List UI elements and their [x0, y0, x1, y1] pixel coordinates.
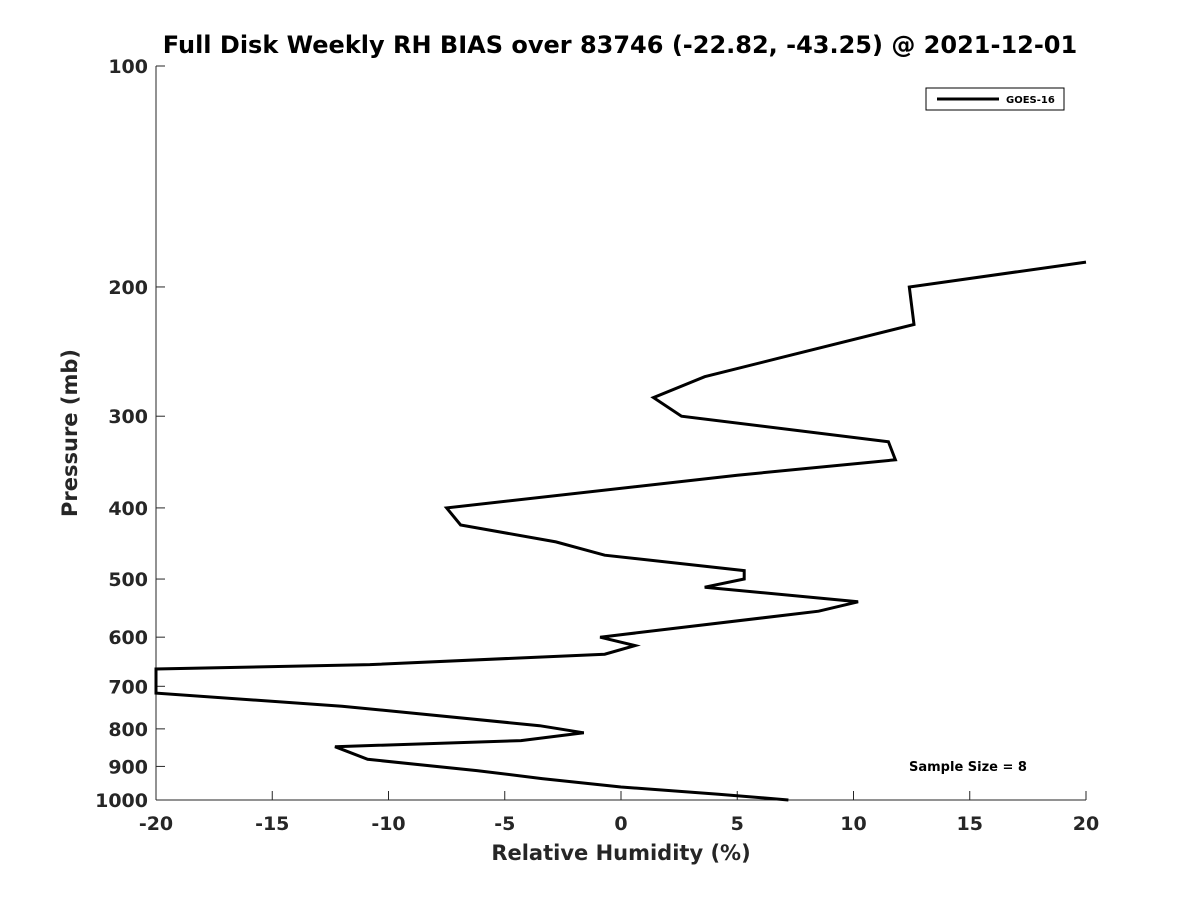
y-tick-label: 300	[108, 406, 148, 428]
x-tick-label: -10	[371, 813, 405, 835]
y-tick-label: 400	[108, 498, 148, 520]
y-tick-label: 100	[108, 56, 148, 78]
y-tick-label: 700	[108, 676, 148, 698]
y-tick-label: 600	[108, 627, 148, 649]
x-tick-label: -20	[139, 813, 173, 835]
y-tick-label: 900	[108, 756, 148, 778]
x-tick-label: 10	[840, 813, 866, 835]
sample-size-annotation: Sample Size = 8	[909, 760, 1027, 775]
x-tick-label: -5	[494, 813, 515, 835]
x-tick-label: 20	[1073, 813, 1099, 835]
y-axis-label: Pressure (mb)	[58, 349, 82, 517]
legend: GOES-16	[925, 87, 1065, 111]
legend-label: GOES-16	[1006, 95, 1055, 106]
y-ticks: 100 200 300 400 500 600 700 800 900 1000	[95, 56, 165, 812]
chart-title: Full Disk Weekly RH BIAS over 83746 (-22…	[163, 31, 1077, 59]
series-line-goes-16	[154, 260, 1087, 802]
x-tick-label: -15	[255, 813, 289, 835]
y-tick-label: 800	[108, 719, 148, 741]
y-tick-label: 200	[108, 277, 148, 299]
x-axis-label: Relative Humidity (%)	[491, 841, 750, 865]
y-tick-label: 1000	[95, 790, 148, 812]
plot-area: -20 -15 -10 -5 0 5 10 15 20 100 200 300 400 500 600 70…	[95, 56, 1099, 835]
y-tick-label: 500	[108, 569, 148, 591]
x-tick-label: 5	[731, 813, 744, 835]
x-tick-label: 0	[614, 813, 627, 835]
x-tick-label: 15	[957, 813, 983, 835]
x-ticks: -20 -15 -10 -5 0 5 10 15 20	[139, 791, 1099, 835]
